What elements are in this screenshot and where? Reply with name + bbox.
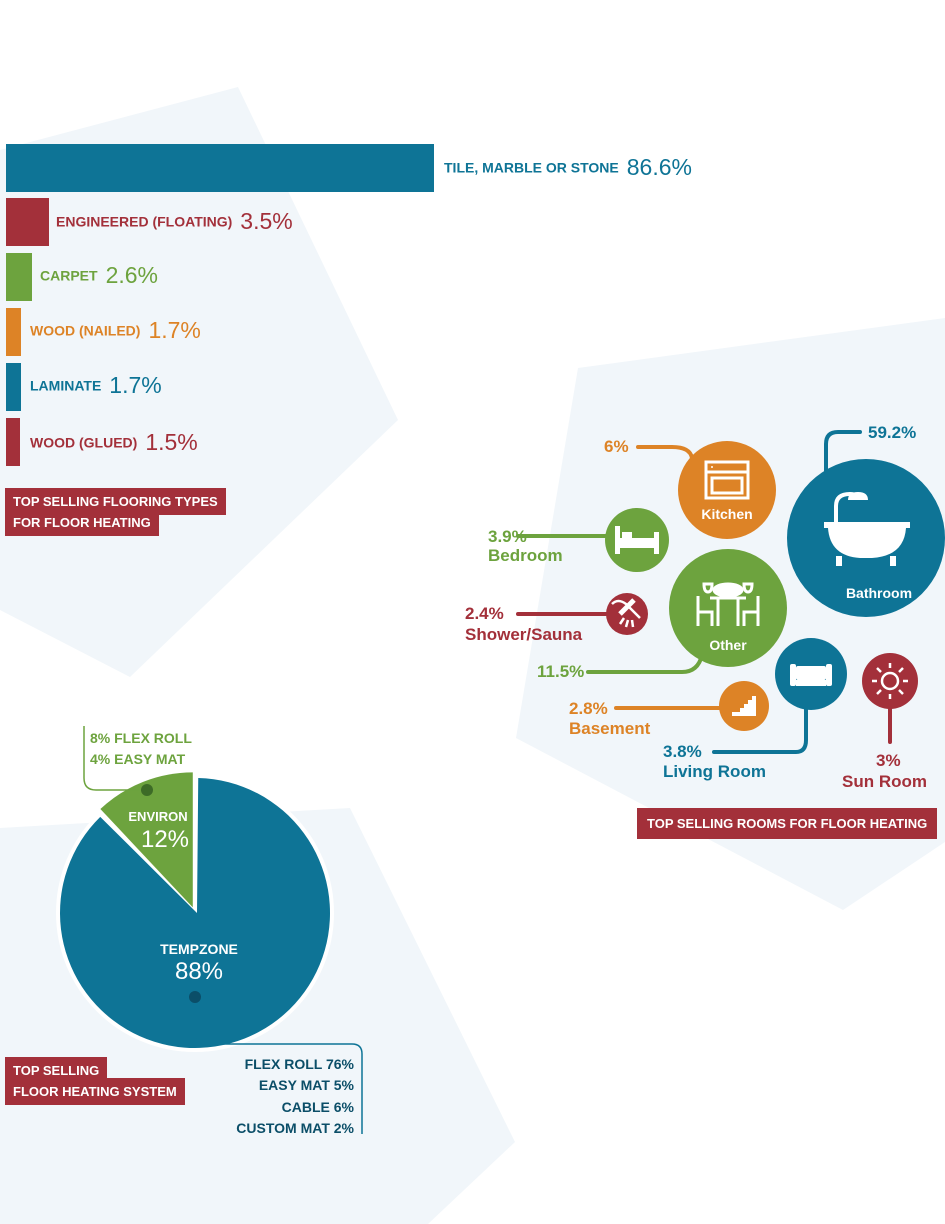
bar-label-laminate: LAMINATE xyxy=(30,377,102,394)
pie-label-tempzone-value: 88% xyxy=(174,958,224,985)
connector-kitchen xyxy=(636,445,694,460)
bar-row-carpet: CARPET 2.6% xyxy=(40,264,158,287)
environ-breakdown-1: 8% FLEX ROLL xyxy=(90,730,192,746)
circle-shower xyxy=(606,593,648,635)
pie-label-environ-value: 12% xyxy=(140,826,190,853)
environ-breakdown-2: 4% EASY MAT xyxy=(90,751,186,767)
sun-icon xyxy=(872,663,908,699)
label-kitchen-value: 6% xyxy=(604,437,629,456)
tempzone-breakdown-1: FLEX ROLL 76% xyxy=(244,1056,354,1072)
label-kitchen-name: Kitchen xyxy=(701,506,753,522)
bar-row-wood-nailed: WOOD (NAILED) 1.7% xyxy=(30,319,201,342)
bar-row-laminate: LAMINATE 1.7% xyxy=(30,374,162,397)
label-bedroom-name: Bedroom xyxy=(488,546,563,565)
label-other-value: 11.5% xyxy=(537,662,585,681)
tempzone-breakdown-3: CABLE 6% xyxy=(281,1099,354,1115)
bar-value-carpet: 2.6% xyxy=(105,262,158,288)
dining-table-icon xyxy=(696,582,760,626)
label-shower-name: Shower/Sauna xyxy=(465,625,583,644)
flooring-title-line2: FOR FLOOR HEATING xyxy=(5,509,159,536)
bar-label-carpet: CARPET xyxy=(40,267,98,284)
system-title-line2: FLOOR HEATING SYSTEM xyxy=(5,1078,185,1105)
label-bathroom-name: Bathroom xyxy=(845,585,913,601)
rooms-title: TOP SELLING ROOMS FOR FLOOR HEATING xyxy=(637,808,938,839)
callout-environ-dot xyxy=(141,784,153,796)
oven-icon xyxy=(704,460,750,500)
bar-label-wood-glued: WOOD (GLUED) xyxy=(30,434,138,451)
label-living-value: 3.8% xyxy=(663,742,702,761)
bar-carpet xyxy=(6,253,32,301)
bar-value-laminate: 1.7% xyxy=(109,372,162,398)
bar-laminate xyxy=(6,363,21,411)
sofa-icon xyxy=(790,664,832,686)
pie-slice-tempzone xyxy=(59,778,330,1048)
bar-wood-glued xyxy=(6,418,20,466)
callout-environ xyxy=(83,726,147,791)
label-living-name: Living Room xyxy=(663,762,766,781)
callout-tempzone-dot xyxy=(189,991,201,1003)
shower-icon xyxy=(611,598,641,628)
callout-tempzone xyxy=(194,997,363,1134)
pie-label-environ-name: ENVIRON xyxy=(128,809,188,824)
bar-row-tile: TILE, MARBLE OR STONE 86.6% xyxy=(444,156,692,179)
label-bedroom-value: 3.9% xyxy=(488,527,527,546)
pie-label-tempzone-name: TEMPZONE xyxy=(160,941,238,957)
label-sunroom-name: Sun Room xyxy=(842,772,927,791)
bar-label-engineered: ENGINEERED (FLOATING) xyxy=(56,213,233,230)
bar-label-tile: TILE, MARBLE OR STONE xyxy=(444,159,619,176)
label-bathroom-value: 59.2% xyxy=(868,423,917,442)
label-basement-name: Basement xyxy=(569,719,651,738)
bar-label-wood-nailed: WOOD (NAILED) xyxy=(30,322,141,339)
label-other-name: Other xyxy=(709,637,747,653)
bar-value-wood-nailed: 1.7% xyxy=(148,317,201,343)
circle-other xyxy=(669,549,787,667)
tempzone-breakdown-4: CUSTOM MAT 2% xyxy=(236,1120,354,1136)
pie-slice-environ xyxy=(100,772,193,908)
stairs-icon xyxy=(732,696,756,716)
bar-wood-nailed xyxy=(6,308,21,356)
label-shower-value: 2.4% xyxy=(465,604,504,623)
circle-kitchen xyxy=(678,441,776,539)
connector-living xyxy=(712,706,808,754)
bar-row-engineered: ENGINEERED (FLOATING) 3.5% xyxy=(56,210,293,233)
bar-value-wood-glued: 1.5% xyxy=(145,429,198,455)
label-sunroom-value: 3% xyxy=(876,751,901,770)
circle-sunroom xyxy=(862,653,918,709)
connector-bathroom xyxy=(824,430,862,474)
bar-row-wood-glued: WOOD (GLUED) 1.5% xyxy=(30,431,198,454)
bathtub-icon xyxy=(824,491,910,566)
tempzone-breakdown-2: EASY MAT 5% xyxy=(258,1077,354,1093)
bar-tile xyxy=(6,144,434,192)
bed-icon xyxy=(615,526,659,554)
bar-value-tile: 86.6% xyxy=(626,154,692,180)
label-basement-value: 2.8% xyxy=(569,699,608,718)
bar-engineered xyxy=(6,198,49,246)
bar-value-engineered: 3.5% xyxy=(240,208,293,234)
